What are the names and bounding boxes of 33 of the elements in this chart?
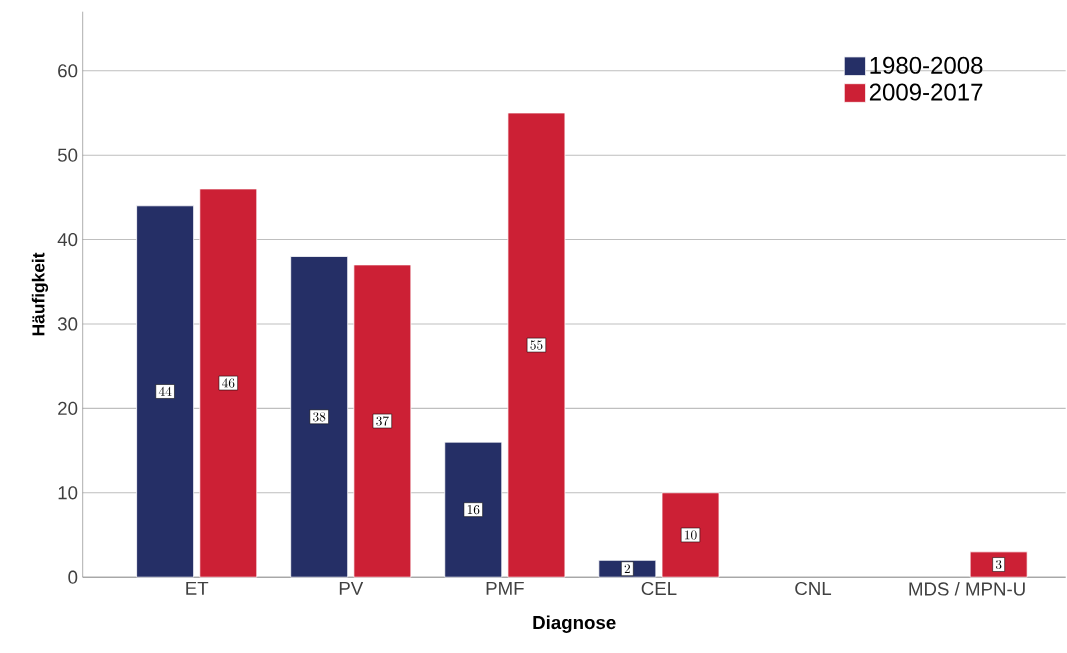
data-label: 37	[376, 416, 389, 426]
data-label: 55	[530, 340, 543, 350]
x-tick-label: CEL	[641, 581, 677, 596]
legend-label: 2009-2017	[869, 83, 983, 101]
x-tick-label: CNL	[795, 581, 832, 596]
y-tick-label: 60	[58, 64, 78, 78]
x-tick-label: MDS / MPN-U	[909, 581, 1025, 596]
y-tick-label: 50	[57, 148, 78, 162]
data-label: 3	[995, 559, 1002, 570]
bar	[353, 264, 412, 578]
bar	[444, 441, 503, 578]
x-tick-label: ET	[186, 581, 209, 595]
bar	[290, 255, 349, 578]
data-label: 10	[685, 530, 697, 540]
y-tick-label: 40	[57, 232, 78, 247]
bar	[199, 188, 258, 578]
data-label: 16	[467, 504, 480, 515]
data-label: 46	[222, 378, 235, 388]
data-label: 44	[158, 386, 172, 396]
bar	[661, 492, 720, 578]
y-tick-label: 20	[58, 401, 78, 415]
bar	[136, 205, 195, 578]
y-tick-label: 10	[58, 486, 78, 500]
x-tick-label: PV	[339, 581, 364, 595]
legend-label: 1980-2008	[870, 56, 983, 74]
data-label: 38	[313, 412, 326, 422]
y-tick-label: 30	[57, 317, 78, 331]
y-axis-title: Häufigkeit	[31, 252, 49, 336]
y-tick-label: 0	[68, 570, 78, 584]
bar	[507, 112, 566, 578]
data-label: 2	[624, 564, 630, 573]
x-axis-title: Diagnose	[533, 615, 616, 633]
x-tick-label: PMF	[486, 581, 524, 595]
